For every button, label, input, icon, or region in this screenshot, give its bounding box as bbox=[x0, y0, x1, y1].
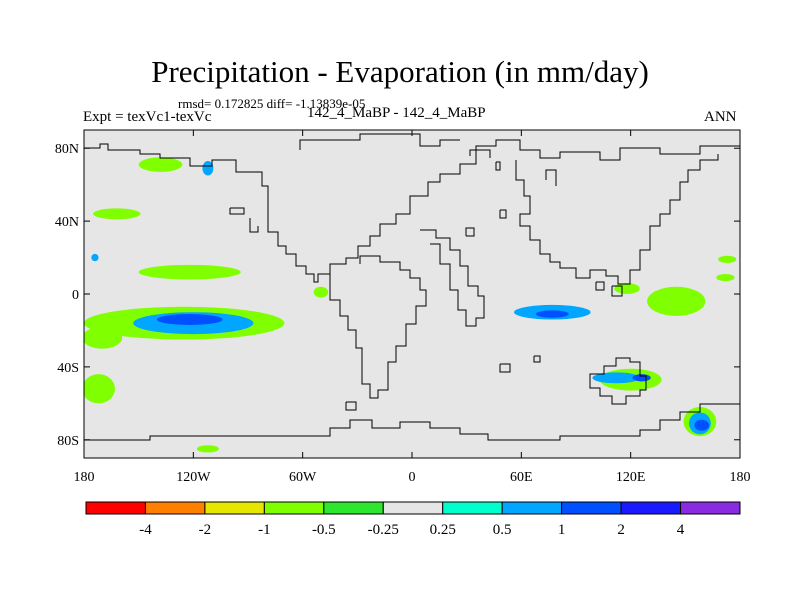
anomaly-region-14 bbox=[647, 286, 706, 316]
coastlines bbox=[84, 133, 740, 441]
anomaly-region-5 bbox=[313, 286, 329, 298]
plot-background bbox=[84, 130, 740, 458]
colorbar-box-2 bbox=[204, 501, 265, 515]
y-tick-label-2: 0 bbox=[72, 288, 79, 303]
colorbar-box-5 bbox=[382, 501, 444, 515]
colorbar-label-1: -2 bbox=[199, 522, 212, 538]
anomaly-region-11 bbox=[196, 445, 219, 453]
anomaly-region-1 bbox=[202, 160, 214, 176]
anomaly-region-23 bbox=[694, 419, 710, 431]
x-tick-label-2: 60W bbox=[289, 470, 317, 485]
anomaly-region-15 bbox=[614, 283, 640, 294]
anomaly-region-16 bbox=[718, 255, 737, 264]
colorbar-label-5: 0.25 bbox=[430, 522, 456, 538]
anomaly-region-13 bbox=[535, 310, 569, 318]
colorbar-label-0: -4 bbox=[139, 522, 152, 538]
anomaly-region-20 bbox=[632, 374, 651, 382]
colorbar-box-7 bbox=[501, 501, 563, 515]
colorbar-label-8: 2 bbox=[617, 522, 625, 538]
season-label: ANN bbox=[704, 109, 737, 125]
case-label: 142_4_MaBP - 142_4_MaBP bbox=[307, 105, 486, 121]
anomaly-region-0 bbox=[138, 157, 183, 172]
x-tick-label-5: 120E bbox=[616, 470, 646, 485]
colorbar-box-1 bbox=[144, 501, 206, 515]
x-tick-label-0: 180 bbox=[74, 470, 95, 485]
anomaly-regions bbox=[84, 157, 737, 453]
x-tick-label-6: 180 bbox=[730, 470, 751, 485]
y-tick-label-1: 40N bbox=[55, 215, 79, 230]
anomaly-region-8 bbox=[156, 314, 223, 325]
anomaly-region-4 bbox=[138, 264, 241, 280]
x-axis: 180 120W 60W 0 60E 120E 180 bbox=[74, 130, 751, 485]
colorbar-box-4 bbox=[323, 501, 384, 515]
stats-line: rmsd= 0.172825 diff= -1.13839e-05 bbox=[178, 96, 366, 111]
colorbar-box-8 bbox=[561, 501, 622, 515]
experiment-label: Expt = texVc1-texVc bbox=[83, 109, 212, 125]
colorbar-label-7: 1 bbox=[558, 522, 566, 538]
anomaly-region-10 bbox=[84, 374, 115, 404]
colorbar-label-9: 4 bbox=[677, 522, 685, 538]
colorbar-box-10 bbox=[680, 501, 741, 515]
y-tick-label-3: 40S bbox=[57, 361, 79, 376]
colorbar-label-2: -1 bbox=[258, 522, 271, 538]
chart-title: Precipitation - Evaporation (in mm/day) bbox=[151, 54, 649, 89]
y-tick-label-0: 80N bbox=[55, 142, 79, 157]
anomaly-region-2 bbox=[93, 208, 141, 220]
anomaly-region-19 bbox=[592, 372, 640, 384]
anomaly-region-17 bbox=[716, 273, 735, 282]
y-axis: 80N 40N 0 40S 80S bbox=[55, 142, 740, 449]
colorbar-box-6 bbox=[442, 501, 503, 515]
anomaly-region-3 bbox=[91, 253, 99, 262]
anomaly-region-9 bbox=[84, 326, 123, 349]
colorbar-label-4: -0.25 bbox=[368, 522, 399, 538]
y-tick-label-4: 80S bbox=[57, 434, 79, 449]
colorbar-box-0 bbox=[85, 501, 146, 515]
colorbar: -4 -2 -1 -0.5 -0.25 0.25 0.5 1 2 4 bbox=[85, 501, 741, 538]
colorbar-label-6: 0.5 bbox=[493, 522, 512, 538]
colorbar-box-3 bbox=[263, 501, 325, 515]
x-tick-label-4: 60E bbox=[510, 470, 533, 485]
colorbar-box-9 bbox=[620, 501, 682, 515]
x-tick-label-3: 0 bbox=[409, 470, 416, 485]
colorbar-label-3: -0.5 bbox=[312, 522, 336, 538]
x-tick-label-1: 120W bbox=[176, 470, 211, 485]
